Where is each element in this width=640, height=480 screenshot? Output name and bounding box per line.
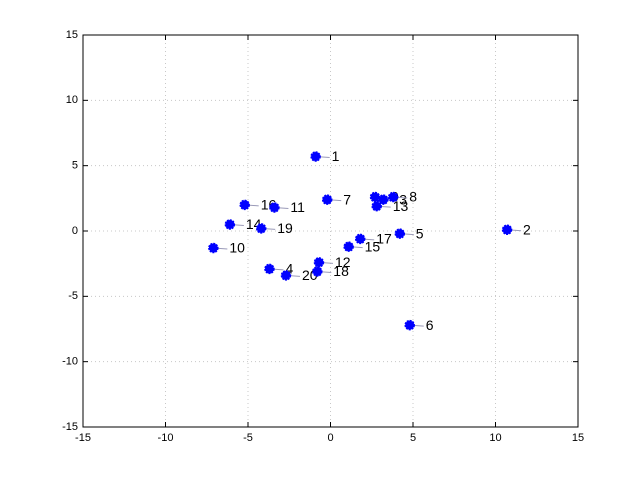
point [280, 270, 292, 281]
point-label: 18 [333, 263, 349, 279]
point-label: 2 [523, 221, 531, 237]
point-label: 6 [426, 317, 434, 333]
y-tick-label: 5 [72, 160, 78, 172]
point-label: 1 [332, 148, 340, 164]
point-label: 10 [229, 240, 245, 256]
point-label: 11 [290, 199, 305, 215]
point [239, 199, 250, 211]
point [310, 151, 321, 162]
y-tick-label: -15 [62, 421, 78, 433]
point [224, 219, 236, 230]
y-tick-label: -10 [62, 356, 78, 368]
x-tick-label: 5 [410, 432, 416, 444]
point [354, 233, 366, 245]
axes-box [82, 34, 579, 428]
y-tick-label: -5 [68, 290, 78, 302]
point [369, 191, 381, 203]
point [501, 224, 513, 235]
point-label: 17 [376, 231, 392, 247]
point [387, 191, 399, 203]
y-tick-label: 15 [66, 29, 78, 41]
x-tick-label: 15 [572, 432, 584, 444]
point [404, 319, 415, 331]
point [312, 266, 323, 277]
x-tick-label: -10 [158, 432, 174, 444]
point [264, 263, 275, 275]
point-label: 7 [343, 191, 351, 207]
x-tick-label: 10 [489, 432, 501, 444]
point [378, 194, 389, 205]
point-label: 12 [335, 254, 351, 270]
x-tick-label: 0 [327, 432, 333, 444]
point [269, 202, 280, 213]
point-label: 4 [285, 261, 293, 277]
point-label: 5 [416, 225, 424, 241]
x-tick-label: -5 [243, 432, 253, 444]
point-label: 3 [399, 191, 407, 207]
point-label: 13 [393, 198, 409, 214]
point-label: 15 [365, 238, 381, 254]
y-tick-label: 10 [66, 94, 78, 106]
point [208, 242, 219, 254]
point [321, 194, 333, 205]
x-tick-label: -15 [75, 432, 91, 444]
point-label: 8 [409, 189, 417, 205]
point [313, 257, 325, 268]
point [371, 200, 382, 212]
point [394, 228, 406, 239]
point [343, 241, 354, 252]
point-label: 19 [277, 220, 293, 236]
point [255, 223, 267, 234]
y-tick-label: 0 [72, 225, 78, 237]
